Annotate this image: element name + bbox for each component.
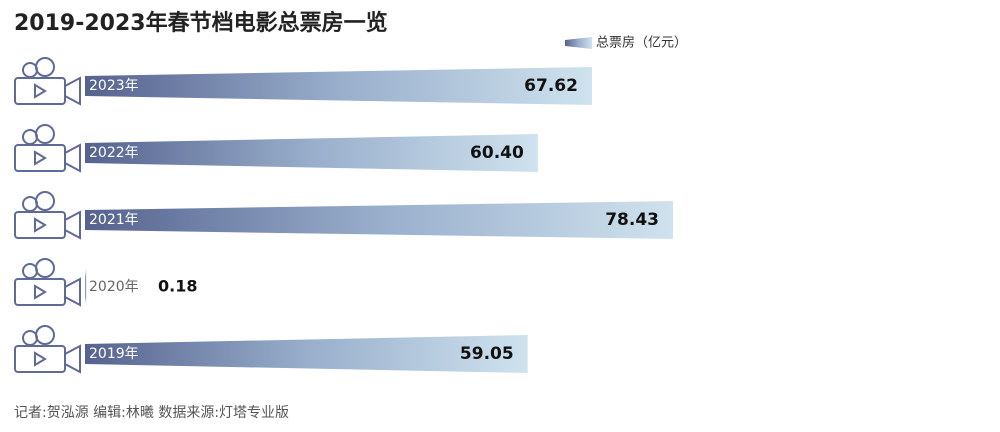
camera-icon xyxy=(64,344,81,374)
camera-icon xyxy=(35,325,55,345)
category-label: 2021年 xyxy=(89,212,139,228)
category-label: 2023年 xyxy=(89,78,139,94)
camera-icon xyxy=(34,351,47,367)
camera-icon xyxy=(34,150,47,166)
value-label: 60.40 xyxy=(470,143,524,163)
bar xyxy=(85,268,87,306)
camera-icon xyxy=(14,77,66,105)
camera-icon xyxy=(35,191,55,211)
bar xyxy=(85,201,673,239)
camera-icon xyxy=(22,62,38,78)
camera-icon xyxy=(64,76,81,106)
camera-icon xyxy=(64,277,81,307)
legend-label: 总票房（亿元） xyxy=(596,35,687,51)
value-label: 78.43 xyxy=(605,210,659,230)
value-label: 59.05 xyxy=(460,344,514,364)
camera-icon xyxy=(14,278,66,306)
camera-icon xyxy=(22,330,38,346)
bar xyxy=(85,134,538,172)
value-label: 67.62 xyxy=(524,76,578,96)
plot: 2023年 67.62 2022年 60.40 2021年 78.43 2020年 0.18 2… xyxy=(14,57,673,374)
camera-icon xyxy=(35,57,55,77)
camera-icon xyxy=(22,129,38,145)
camera-icon xyxy=(34,83,47,99)
camera-icon xyxy=(34,284,47,300)
camera-icon xyxy=(14,345,66,373)
footer-note: 记者:贺泓源 编辑:林曦 数据来源:灯塔专业版 xyxy=(14,405,289,421)
camera-icon xyxy=(64,210,81,240)
category-label: 2019年 xyxy=(89,346,139,362)
chart-title: 2019-2023年春节档电影总票房一览 xyxy=(14,10,388,36)
value-label: 0.18 xyxy=(158,277,197,296)
camera-icon xyxy=(22,263,38,279)
camera-icon xyxy=(22,196,38,212)
bar xyxy=(85,335,528,373)
category-label: 2020年 xyxy=(89,279,139,295)
legend-swatch xyxy=(565,37,592,49)
camera-icon xyxy=(34,217,47,233)
camera-icon xyxy=(35,258,55,278)
camera-icon xyxy=(14,144,66,172)
bar xyxy=(85,67,592,105)
category-label: 2022年 xyxy=(89,145,139,161)
camera-icon xyxy=(14,211,66,239)
camera-icon xyxy=(64,143,81,173)
camera-icon xyxy=(35,124,55,144)
